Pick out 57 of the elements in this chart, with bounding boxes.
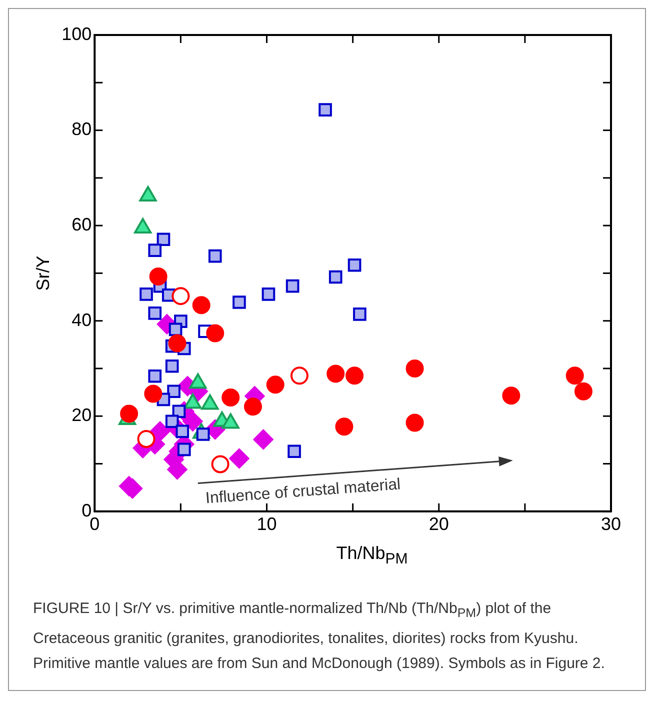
- point: [566, 366, 584, 385]
- point: [140, 288, 153, 301]
- point: [148, 306, 162, 320]
- point: [406, 359, 424, 378]
- point: [335, 418, 354, 436]
- y-axis-title: Sr/Y: [32, 256, 53, 291]
- point: [244, 398, 262, 416]
- point: [290, 366, 308, 385]
- point: [172, 287, 190, 306]
- point: [149, 268, 168, 286]
- y-tick-label: 40: [72, 310, 92, 330]
- y-tick-label: 0: [82, 500, 92, 520]
- point: [346, 366, 364, 385]
- point: [328, 270, 342, 284]
- point: [206, 324, 224, 342]
- point: [266, 376, 284, 394]
- point: [318, 103, 332, 116]
- point: [574, 382, 592, 400]
- point: [253, 429, 274, 450]
- y-tick-label: 60: [72, 214, 92, 235]
- point: [192, 296, 210, 314]
- point: [222, 388, 240, 407]
- point: [165, 414, 179, 428]
- point: [148, 244, 162, 257]
- point: [177, 442, 191, 456]
- point: [150, 421, 170, 442]
- point: [182, 411, 203, 432]
- x-axis-title: Th/Nb$_{PM}$: [335, 543, 409, 568]
- point: [229, 448, 250, 469]
- point: [148, 369, 162, 383]
- point: [262, 288, 276, 301]
- point: [144, 384, 162, 403]
- x-tick-label: 10: [256, 514, 277, 534]
- y-tick-label: 80: [72, 119, 92, 140]
- annotation: Influence of crustal material: [204, 476, 402, 508]
- point: [120, 404, 138, 423]
- point: [168, 322, 182, 336]
- point: [156, 232, 170, 246]
- point: [232, 296, 246, 309]
- x-tick-label: 30: [600, 514, 622, 534]
- point: [168, 334, 186, 352]
- point: [502, 386, 520, 405]
- point: [353, 308, 366, 321]
- caption: FIGURE 10 | Sr/Y vs. primitive mantle-normalized Th/Nb (Th/Nb$_{PM}$) plot of the Cretaceous granitic (granites, granodiorites, tonalites, diorites) rocks from Kyushu. Primitive mantle values are from Sun and McDonough (1989). Symbols as in Figure 2.: [32, 598, 606, 674]
- point: [208, 249, 222, 263]
- point: [211, 455, 230, 474]
- point: [137, 430, 156, 448]
- point: [165, 359, 179, 373]
- x-tick-label: 20: [428, 514, 449, 534]
- y-tick-label: 100: [62, 24, 92, 44]
- point: [406, 414, 424, 432]
- point: [348, 258, 362, 272]
- y-tick-label: 20: [72, 405, 92, 426]
- point: [326, 364, 345, 383]
- point: [288, 444, 301, 458]
- point: [286, 279, 300, 293]
- point: [167, 384, 180, 398]
